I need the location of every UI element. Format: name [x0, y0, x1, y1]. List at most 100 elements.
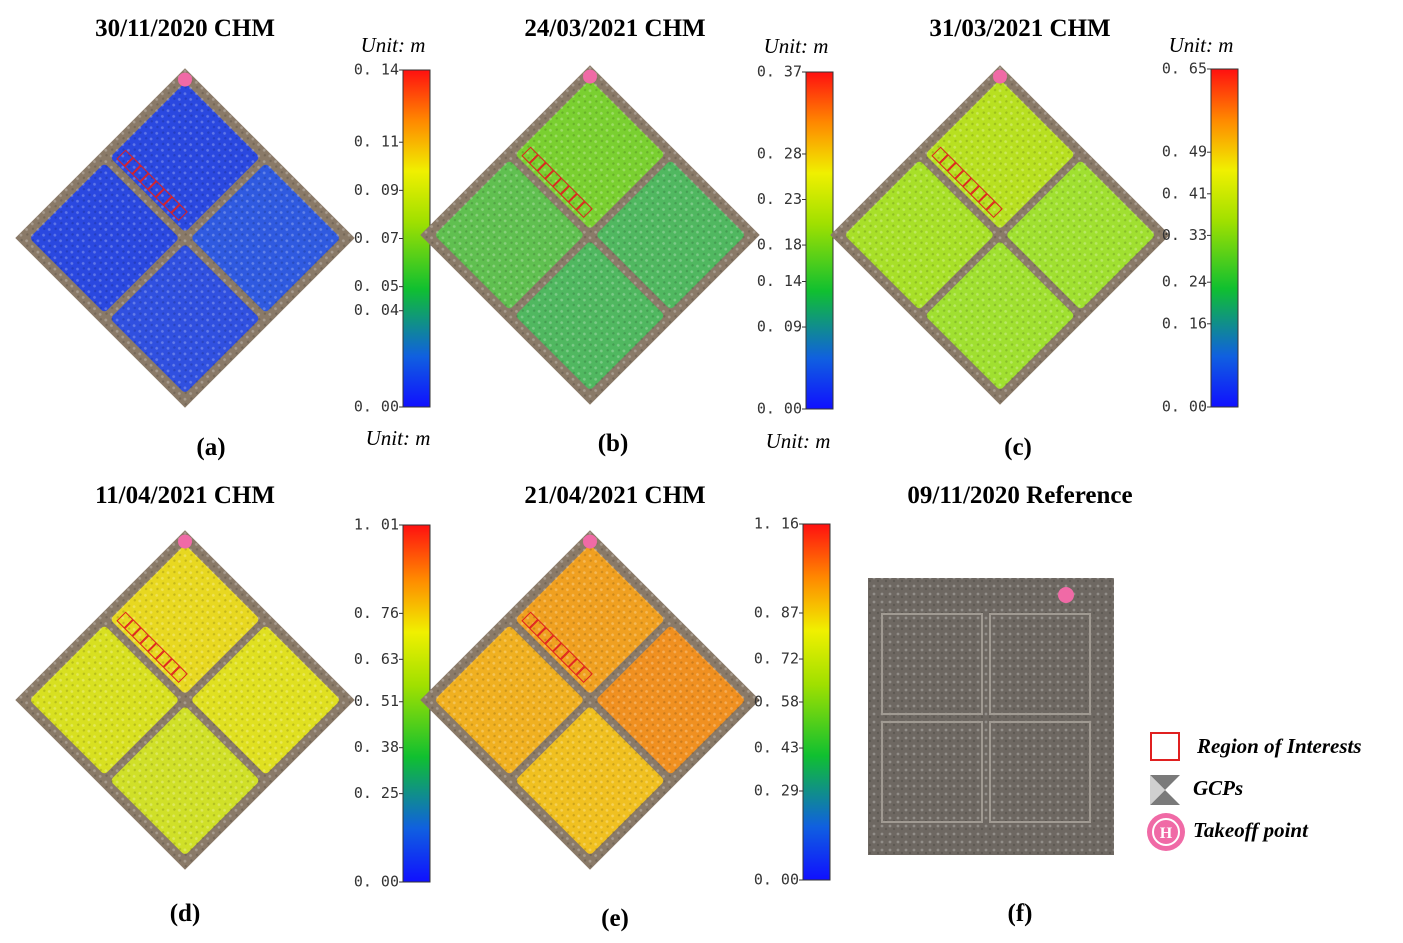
panel-label: (b) — [598, 430, 629, 457]
panel-title: 21/04/2021 CHM — [524, 482, 705, 509]
map-plot-texture — [111, 707, 259, 854]
map — [420, 65, 760, 405]
roi-box — [939, 154, 957, 172]
colorbar-tick-label: 0. 05 — [354, 277, 399, 295]
panel-title: 31/03/2021 CHM — [929, 15, 1110, 42]
roi-box — [139, 634, 157, 652]
roi-box — [521, 146, 539, 164]
map-plot-texture — [926, 242, 1074, 389]
colorbar-tick-label: 0. 65 — [1162, 60, 1207, 78]
roi-box — [560, 185, 578, 203]
map-plot-texture — [516, 81, 664, 228]
roi-box — [163, 658, 181, 676]
colorbar-tick-label: 0. 23 — [757, 190, 802, 208]
roi-box — [124, 157, 142, 175]
colorbar-tick-label: 0. 11 — [354, 133, 399, 151]
roi-box — [931, 146, 949, 164]
roi-box — [155, 650, 173, 668]
colorbar-tick-label: 0. 72 — [754, 650, 799, 668]
colorbar-tick-label: 0. 14 — [354, 61, 399, 79]
colorbar-tick-label: 0. 00 — [757, 400, 802, 418]
map-plot-texture — [516, 546, 664, 693]
map — [420, 530, 760, 870]
roi-box — [552, 177, 570, 195]
takeoff-icon-ring — [1152, 818, 1180, 846]
colorbar-tick-label: 0. 14 — [757, 272, 802, 290]
colorbar-tick-label: 0. 00 — [354, 398, 399, 416]
roi-box — [163, 196, 181, 214]
colorbar-tick-label: 0. 87 — [754, 604, 799, 622]
map-plot-texture — [192, 626, 339, 774]
colorbar-tick-label: 1. 16 — [754, 515, 799, 533]
reference-plot — [881, 721, 983, 823]
colorbar-tick-label: 0. 24 — [1162, 273, 1207, 291]
panel-title: 09/11/2020 Reference — [907, 482, 1132, 509]
colorbar — [1210, 68, 1239, 408]
panel-label: (a) — [196, 434, 225, 461]
colorbar-tick-label: 0. 00 — [1162, 398, 1207, 416]
colorbar-tick-label: 0. 00 — [354, 873, 399, 891]
colorbar-tick-label: 0. 16 — [1162, 314, 1207, 332]
map-plot-texture — [846, 161, 993, 309]
panel-title: 24/03/2021 CHM — [524, 15, 705, 42]
roi-box — [962, 177, 980, 195]
roi-box — [131, 627, 149, 645]
colorbar-tick-label: 0. 37 — [757, 63, 802, 81]
map-plot-texture — [111, 546, 259, 693]
roi-box — [147, 180, 165, 198]
panel-title: 30/11/2020 CHM — [95, 15, 275, 42]
panel-label: (f) — [1008, 900, 1033, 927]
reference-plot — [881, 613, 983, 715]
map-plot-texture — [436, 626, 583, 774]
map-plot-texture — [926, 81, 1074, 228]
takeoff-marker — [583, 534, 597, 549]
roi-box — [529, 619, 547, 637]
colorbar-tick-label: 0. 07 — [354, 229, 399, 247]
roi-box — [970, 185, 988, 203]
legend-takeoff: Takeoff point — [1193, 818, 1309, 842]
roi-box — [155, 188, 173, 206]
map-plot-texture — [192, 164, 339, 312]
colorbar-tick-label: 0. 49 — [1162, 143, 1207, 161]
map-ground-texture — [15, 68, 355, 408]
roi-box — [544, 634, 562, 652]
panel-label: (e) — [601, 905, 629, 932]
colorbar-tick-label: 0. 43 — [754, 739, 799, 757]
roi-box — [575, 666, 593, 684]
colorbar-tick-label: 0. 63 — [354, 650, 399, 668]
roi-box — [954, 169, 972, 187]
colorbar-tick-label: 0. 51 — [354, 692, 399, 710]
colorbar — [805, 71, 834, 410]
panel-label: (d) — [170, 900, 201, 927]
roi-box — [560, 650, 578, 668]
roi-box — [544, 169, 562, 187]
roi-box — [568, 193, 586, 211]
roi-box — [575, 201, 593, 219]
roi-box — [521, 611, 539, 629]
colorbar-tick-label: 0. 41 — [1162, 184, 1207, 202]
map — [15, 530, 355, 870]
legend: Region of Interests GCPs H Takeoff point — [1147, 732, 1362, 851]
roi-box — [116, 149, 134, 167]
map-plot-texture — [597, 626, 744, 774]
takeoff-marker — [178, 534, 192, 549]
legend-gcp: GCPs — [1193, 776, 1243, 800]
takeoff-marker — [178, 72, 192, 87]
colorbar-tick-label: 0. 58 — [754, 693, 799, 711]
colorbar-tick-label: 0. 18 — [757, 236, 802, 254]
takeoff-marker — [583, 69, 597, 84]
roi-box — [139, 172, 157, 190]
roi-box — [568, 658, 586, 676]
roi-box — [170, 204, 188, 222]
roi-box — [147, 642, 165, 660]
colorbar-tick-label: 0. 00 — [754, 871, 799, 889]
unit-label: Unit: m — [361, 33, 426, 57]
roi-box — [552, 642, 570, 660]
colorbar-tick-label: 0. 29 — [754, 782, 799, 800]
colorbar-tick-label: 0. 25 — [354, 784, 399, 802]
map — [830, 65, 1170, 405]
roi-box — [978, 193, 996, 211]
colorbar-tick-label: 0. 09 — [757, 318, 802, 336]
colorbar-tick-label: 1. 01 — [354, 516, 399, 534]
roi-box — [946, 162, 964, 180]
